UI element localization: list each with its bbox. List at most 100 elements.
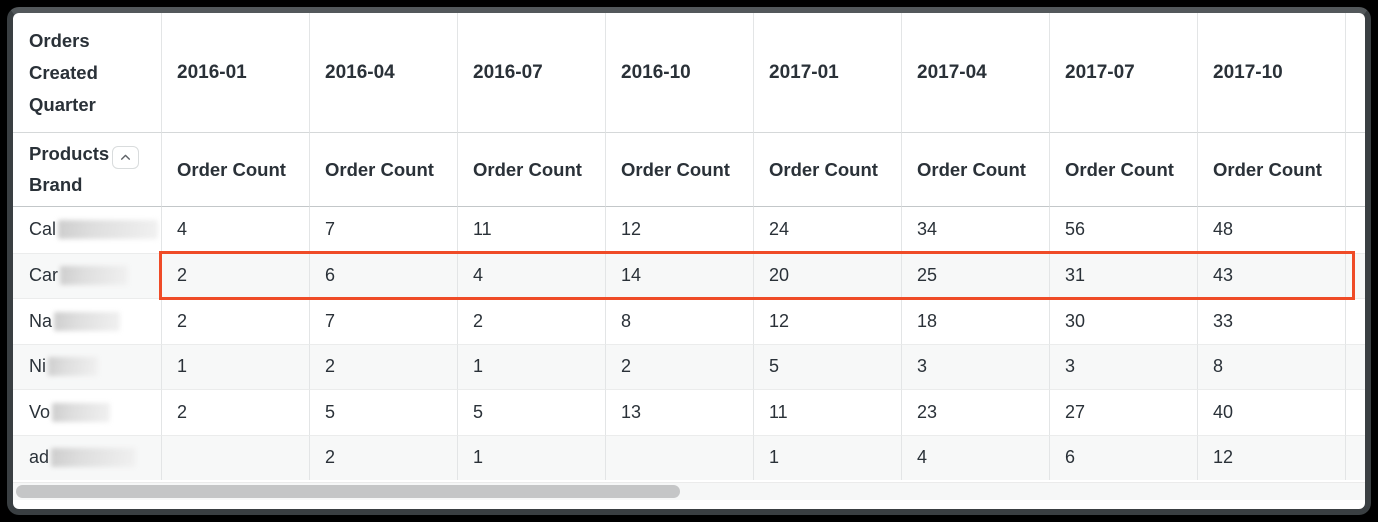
table-cell[interactable]: 2 [161,389,309,435]
clipped-column-cell [1345,252,1365,298]
chevron-up-icon [121,154,131,160]
table-cell[interactable]: 2 [457,298,605,344]
row-label-ad[interactable]: ad [13,434,161,480]
horizontal-scrollbar[interactable] [13,482,1365,500]
table-cell[interactable]: 31 [1049,252,1197,298]
table-cell[interactable]: 18 [901,298,1049,344]
brand-name-prefix: ad [29,447,50,468]
column-header-2017-07[interactable]: 2017-07 [1049,13,1197,133]
table-cell[interactable]: 4 [457,252,605,298]
table-cell[interactable]: 5 [753,343,901,389]
table-cell[interactable]: 30 [1049,298,1197,344]
brand-name-prefix: Car [29,265,59,286]
table-cell[interactable]: 33 [1197,298,1345,344]
column-header-2017-01[interactable]: 2017-01 [753,13,901,133]
brand-name-prefix: Ni [29,356,46,377]
table-cell[interactable]: 23 [901,389,1049,435]
column-header-2016-07[interactable]: 2016-07 [457,13,605,133]
table-cell[interactable]: 6 [1049,434,1197,480]
pivot-table: Orders Created Quarter 2016-01 2016-04 2016… [13,13,1365,480]
table-cell[interactable]: 12 [605,207,753,253]
table-cell[interactable]: 14 [605,252,753,298]
redacted-brand-name [60,266,129,286]
row-dimension-header[interactable]: Products Brand [13,133,161,207]
measure-header-2016-01[interactable]: Order Count [161,133,309,207]
row-label-Vo[interactable]: Vo [13,389,161,435]
measure-header-2016-07[interactable]: Order Count [457,133,605,207]
table-cell[interactable]: 11 [457,207,605,253]
table-cell[interactable]: 11 [753,389,901,435]
table-cell[interactable]: 2 [605,343,753,389]
table-cell[interactable]: 1 [457,434,605,480]
table-cell[interactable]: 1 [457,343,605,389]
clipped-column-cell [1345,389,1365,435]
table-cell[interactable]: 7 [309,207,457,253]
table-cell[interactable]: 7 [309,298,457,344]
table-cell[interactable]: 40 [1197,389,1345,435]
table-cell[interactable]: 12 [753,298,901,344]
table-cell[interactable]: 2 [309,434,457,480]
column-header-2017-10[interactable]: 2017-10 [1197,13,1345,133]
table-cell[interactable]: 8 [1197,343,1345,389]
clipped-column-cell [1345,207,1365,253]
table-cell[interactable]: 27 [1049,389,1197,435]
clipped-column-cell [1345,434,1365,480]
brand-name-prefix: Na [29,310,53,331]
redacted-brand-name [51,448,137,468]
brand-name-prefix: Cal [29,219,57,240]
table-cell[interactable]: 25 [901,252,1049,298]
table-cell[interactable]: 20 [753,252,901,298]
clipped-column-cell [1345,298,1365,344]
table-cell[interactable]: 3 [1049,343,1197,389]
corner-header-cell: Orders Created Quarter [13,13,161,133]
table-cell[interactable]: 48 [1197,207,1345,253]
table-cell[interactable]: 5 [457,389,605,435]
table-cell[interactable]: 8 [605,298,753,344]
table-cell[interactable]: 56 [1049,207,1197,253]
table-cell[interactable]: 4 [901,434,1049,480]
row-dimension-label-line2: Brand [29,174,83,195]
scrollbar-thumb[interactable] [16,485,680,498]
table-cell[interactable]: 1 [753,434,901,480]
brand-name-prefix: Vo [29,401,51,422]
table-cell[interactable] [605,434,753,480]
clipped-column-cell [1345,343,1365,389]
measure-header-2016-10[interactable]: Order Count [605,133,753,207]
table-cell[interactable]: 6 [309,252,457,298]
row-label-Cal[interactable]: Cal [13,207,161,253]
column-header-2016-10[interactable]: 2016-10 [605,13,753,133]
table-cell[interactable]: 12 [1197,434,1345,480]
column-header-2016-04[interactable]: 2016-04 [309,13,457,133]
measure-header-2017-10[interactable]: Order Count [1197,133,1345,207]
table-window: Orders Created Quarter 2016-01 2016-04 2016… [7,7,1371,515]
table-cell[interactable]: 5 [309,389,457,435]
table-cell[interactable]: 2 [309,343,457,389]
table-cell[interactable]: 13 [605,389,753,435]
table-cell[interactable]: 3 [901,343,1049,389]
table-cell[interactable]: 1 [161,343,309,389]
measure-header-2016-04[interactable]: Order Count [309,133,457,207]
column-header-2017-04[interactable]: 2017-04 [901,13,1049,133]
table-cell[interactable]: 4 [161,207,309,253]
redacted-brand-name [58,220,159,240]
measure-header-2017-07[interactable]: Order Count [1049,133,1197,207]
table-cell[interactable]: 34 [901,207,1049,253]
column-header-2016-01[interactable]: 2016-01 [161,13,309,133]
measure-header-2017-01[interactable]: Order Count [753,133,901,207]
clipped-column-header [1345,13,1365,133]
sort-ascending-button[interactable] [112,146,140,169]
measure-header-2017-04[interactable]: Order Count [901,133,1049,207]
clipped-measure-header [1345,133,1365,207]
row-label-Ni[interactable]: Ni [13,343,161,389]
table-cell[interactable]: 24 [753,207,901,253]
row-dimension-label-line1: Products [29,143,110,164]
row-label-Car[interactable]: Car [13,252,161,298]
row-label-Na[interactable]: Na [13,298,161,344]
table-cell[interactable] [161,434,309,480]
redacted-brand-name [52,402,111,422]
table-cell[interactable]: 2 [161,252,309,298]
table-cell[interactable]: 2 [161,298,309,344]
table-cell[interactable]: 43 [1197,252,1345,298]
redacted-brand-name [48,357,98,377]
